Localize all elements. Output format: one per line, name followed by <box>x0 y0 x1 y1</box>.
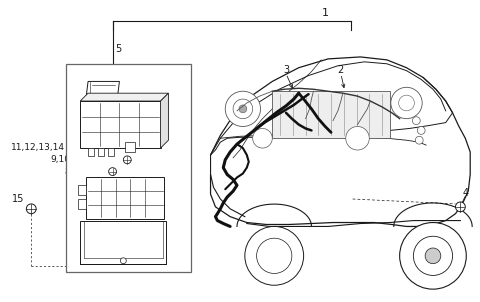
Text: 11,12,13,14: 11,12,13,14 <box>11 143 64 152</box>
Circle shape <box>252 128 272 148</box>
Bar <box>108 148 114 156</box>
Polygon shape <box>161 93 168 148</box>
Circle shape <box>245 226 304 285</box>
Bar <box>80 101 161 148</box>
Circle shape <box>225 91 261 127</box>
Text: 2: 2 <box>338 65 344 75</box>
Text: 7: 7 <box>125 72 132 82</box>
Text: 4: 4 <box>462 188 468 198</box>
Circle shape <box>346 127 369 150</box>
Circle shape <box>412 117 420 124</box>
Circle shape <box>120 258 126 264</box>
Bar <box>86 178 165 219</box>
Text: 8: 8 <box>64 167 71 177</box>
Circle shape <box>399 95 414 111</box>
Polygon shape <box>80 93 168 101</box>
Text: 15: 15 <box>12 194 24 204</box>
Circle shape <box>257 238 292 274</box>
Circle shape <box>400 223 466 289</box>
Bar <box>80 220 167 264</box>
Circle shape <box>108 168 117 175</box>
Bar <box>78 199 86 209</box>
Circle shape <box>391 87 422 119</box>
Text: 5: 5 <box>116 44 122 54</box>
Bar <box>78 185 86 195</box>
Bar <box>66 64 191 271</box>
Circle shape <box>425 248 441 264</box>
Text: 6: 6 <box>162 114 168 124</box>
Circle shape <box>456 202 465 212</box>
Bar <box>88 148 94 156</box>
Polygon shape <box>86 82 120 97</box>
Text: 3: 3 <box>283 65 289 75</box>
Circle shape <box>123 156 131 164</box>
Bar <box>125 142 135 152</box>
Circle shape <box>417 127 425 134</box>
Circle shape <box>239 105 247 113</box>
Circle shape <box>233 99 252 119</box>
Text: 1: 1 <box>322 8 329 18</box>
Circle shape <box>415 136 423 144</box>
Bar <box>98 148 104 156</box>
Circle shape <box>26 204 36 214</box>
Circle shape <box>413 236 453 275</box>
Text: 9,10: 9,10 <box>50 155 71 164</box>
Bar <box>272 91 390 138</box>
